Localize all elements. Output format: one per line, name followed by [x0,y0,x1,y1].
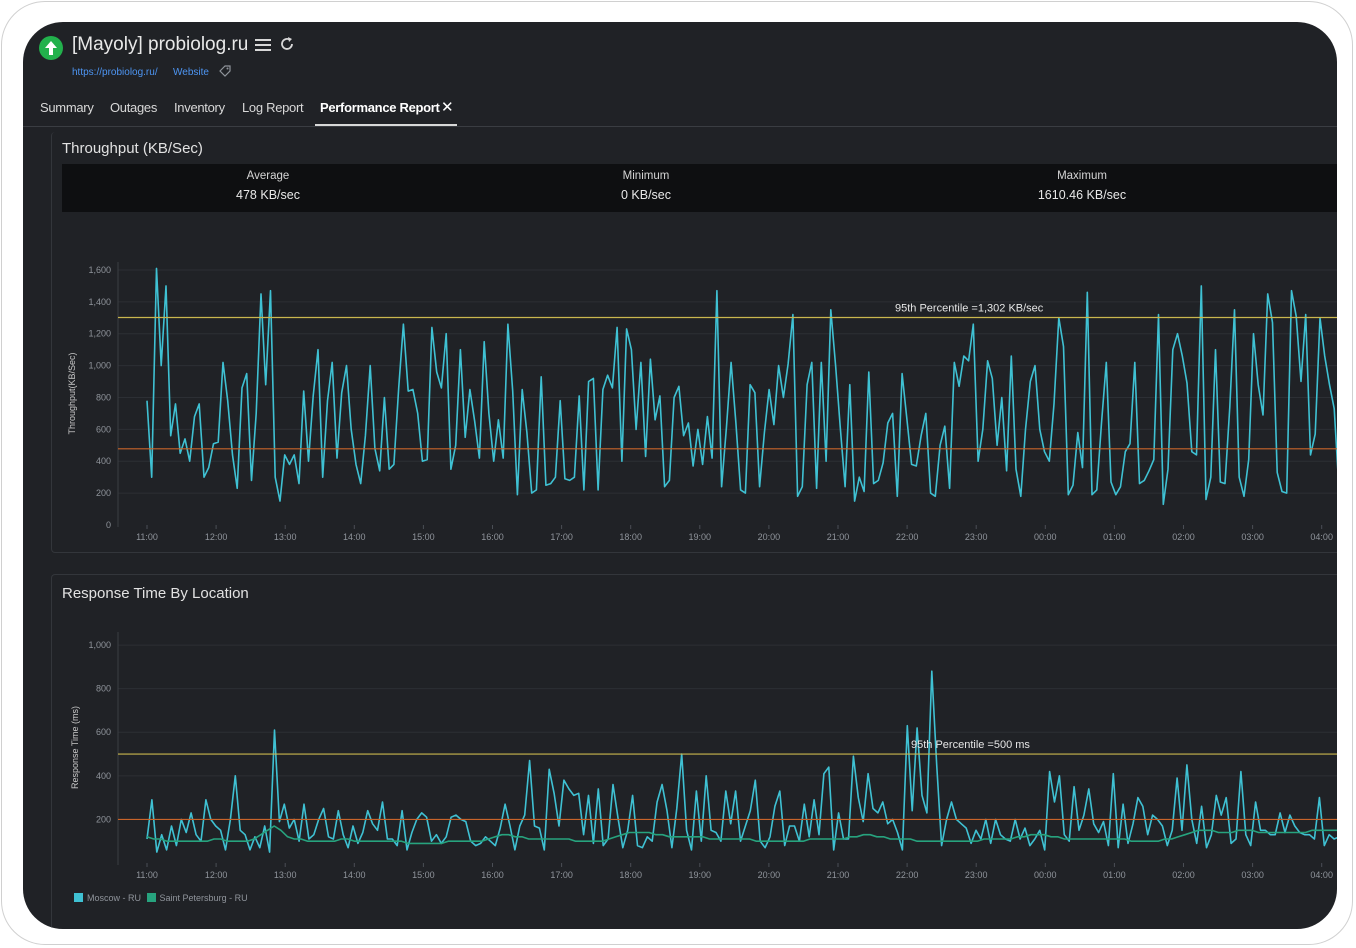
y-axis-title: Response Time (ms) [70,706,80,789]
throughput-chart: 0 200 400 600 800 1,000 1,200 1,400 1,600 11:00 12… [67,262,1337,542]
legend-swatch-saint-petersburg [146,893,156,902]
app-window: [Mayoly] probiolog.ru https://probiolog.… [23,22,1337,929]
y-tick-label: 200 [96,488,111,498]
close-tab-icon[interactable]: ✕ [441,99,454,116]
x-tick-label: 14:00 [343,870,366,880]
x-tick-label: 11:00 [136,870,158,880]
response-time-panel [51,574,1337,929]
series-line [146,825,1337,845]
monitor-url-link[interactable]: https://probiolog.ru/ [72,67,158,78]
x-tick-label: 22:00 [896,532,919,542]
x-tick-label: 02:00 [1172,870,1195,880]
series-line [146,267,1337,506]
x-tick-label: 04:00 [1310,870,1333,880]
x-tick-label: 02:00 [1172,532,1195,542]
throughput-stats-bar: Average 478 KB/sec Minimum 0 KB/sec Maxi… [62,164,1337,212]
status-up-icon [39,36,63,60]
x-tick-label: 00:00 [1034,532,1057,542]
stat-minimum-value: 0 KB/sec [620,188,672,202]
tab-summary[interactable]: Summary [40,100,94,115]
y-tick-label: 0 [106,520,111,530]
y-tick-label: 600 [96,424,111,434]
stat-average: Average 478 KB/sec [218,170,318,202]
x-tick-label: 22:00 [896,870,919,880]
y-tick-label: 1,000 [88,640,111,650]
x-tick-label: 18:00 [619,870,642,880]
stat-maximum-value: 1610.46 KB/sec [1037,188,1127,202]
x-tick-label: 01:00 [1103,532,1126,542]
x-tick-label: 13:00 [274,532,297,542]
x-tick-label: 16:00 [481,870,504,880]
legend-label-saint-petersburg: Saint Petersburg - RU [159,893,248,903]
y-tick-label: 1,000 [88,361,111,371]
refresh-icon[interactable] [279,36,295,52]
x-tick-label: 19:00 [689,532,712,542]
y-tick-label: 1,600 [88,265,111,275]
x-tick-label: 16:00 [481,532,504,542]
stat-minimum-label: Minimum [622,170,670,182]
x-tick-label: 14:00 [343,532,366,542]
x-tick-label: 13:00 [274,870,297,880]
x-tick-label: 12:00 [205,532,228,542]
percentile-label: 95th Percentile =500 ms [911,739,1030,751]
active-tab-indicator [315,124,457,126]
y-tick-label: 1,400 [88,297,111,307]
y-tick-label: 400 [96,771,111,781]
legend-swatch-moscow [74,893,83,902]
monitor-title: [Mayoly] probiolog.ru [72,34,249,55]
x-tick-label: 12:00 [205,870,228,880]
tab-inventory[interactable]: Inventory [174,100,225,115]
legend-item-moscow[interactable]: Moscow - RU [74,893,141,903]
y-tick-label: 400 [96,456,111,466]
x-tick-label: 21:00 [827,532,850,542]
y-tick-label: 1,200 [88,329,111,339]
stat-maximum: Maximum 1610.46 KB/sec [1012,170,1152,202]
y-tick-label: 800 [96,392,111,402]
y-tick-label: 200 [96,814,111,824]
throughput-title: Throughput (KB/Sec) [62,140,203,157]
tab-outages[interactable]: Outages [110,100,158,115]
y-axis-title: Throughput(KB/Sec) [67,352,77,434]
x-tick-label: 23:00 [965,532,988,542]
response-time-title: Response Time By Location [62,585,249,602]
x-tick-label: 03:00 [1241,532,1264,542]
x-tick-label: 20:00 [758,870,781,880]
y-tick-label: 600 [96,727,111,737]
monitor-type-link[interactable]: Website [173,67,209,78]
x-tick-label: 19:00 [689,870,712,880]
x-tick-label: 17:00 [550,870,573,880]
x-tick-label: 20:00 [758,532,781,542]
x-tick-label: 23:00 [965,870,988,880]
x-tick-label: 18:00 [619,532,642,542]
x-tick-label: 00:00 [1034,870,1057,880]
tag-icon[interactable] [219,65,231,77]
y-tick-label: 800 [96,684,111,694]
tab-bar: Summary Outages Inventory Log Report Per… [23,98,1337,127]
legend-item-saint-petersburg[interactable]: Saint Petersburg - RU [144,893,248,903]
percentile-label: 95th Percentile =1,302 KB/sec [895,302,1044,314]
stat-minimum: Minimum 0 KB/sec [596,170,696,202]
x-tick-label: 11:00 [136,532,158,542]
x-tick-label: 04:00 [1310,532,1333,542]
tab-log-report[interactable]: Log Report [242,100,304,115]
chart-legend: Moscow - RU Saint Petersburg - RU [74,893,248,903]
stat-maximum-label: Maximum [1057,170,1107,182]
response-time-chart: 200 400 600 800 1,000 11:00 12:00 13:00 14:00 15:… [70,632,1337,880]
menu-icon[interactable] [255,38,271,52]
x-tick-label: 03:00 [1241,870,1264,880]
x-tick-label: 15:00 [412,532,435,542]
stat-average-label: Average [246,170,290,182]
throughput-panel [51,132,1337,553]
stat-average-value: 478 KB/sec [236,188,300,202]
x-tick-label: 17:00 [550,532,573,542]
x-tick-label: 01:00 [1103,870,1126,880]
legend-label-moscow: Moscow - RU [87,893,142,903]
x-tick-label: 21:00 [827,870,850,880]
x-tick-label: 15:00 [412,870,435,880]
series-line [146,670,1337,853]
tab-performance-report[interactable]: Performance Report [320,100,440,115]
